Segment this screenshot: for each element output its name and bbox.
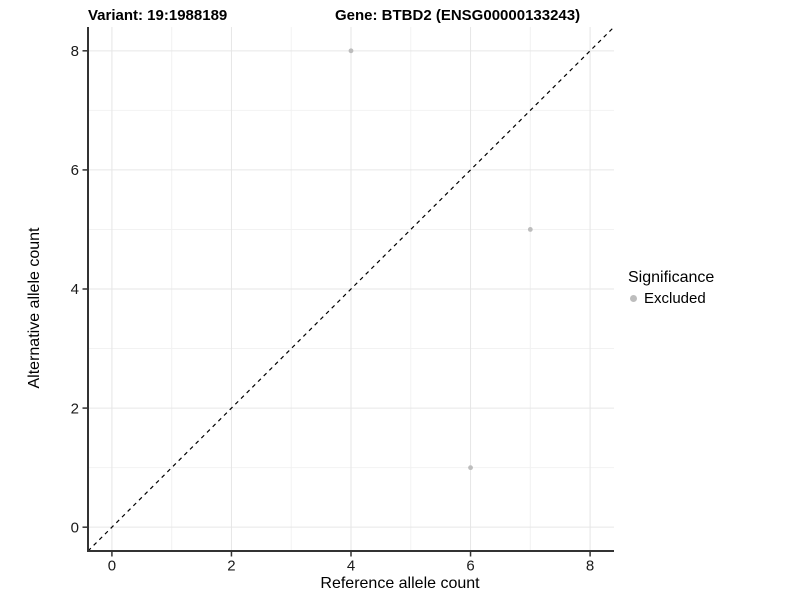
legend: Significance Excluded <box>628 269 714 307</box>
scatter-point <box>527 227 533 232</box>
y-tick-label: 0 <box>71 519 79 536</box>
x-tick-label: 2 <box>227 558 235 575</box>
identity-reference-line <box>87 26 615 552</box>
x-tick-label: 0 <box>108 558 116 575</box>
x-axis-title: Reference allele count <box>320 575 480 592</box>
x-tick-label: 8 <box>586 558 594 575</box>
legend-item-excluded: Excluded <box>628 290 714 307</box>
y-tick-label: 6 <box>71 162 79 179</box>
legend-item-label: Excluded <box>644 290 706 307</box>
variant-title: Variant: 19:1988189 <box>88 7 228 24</box>
gene-title: Gene: BTBD2 (ENSG00000133243) <box>335 7 581 24</box>
y-axis-title: Alternative allele count <box>26 227 43 389</box>
scatter-point <box>468 465 473 471</box>
excluded-point-swatch-icon <box>630 295 637 302</box>
y-tick-label: 8 <box>71 43 79 60</box>
x-tick-label: 6 <box>466 558 474 575</box>
y-tick-label: 4 <box>71 281 79 298</box>
y-tick-label: 2 <box>71 400 79 417</box>
scatter-point <box>348 48 354 54</box>
legend-title: Significance <box>628 269 715 286</box>
x-tick-label: 4 <box>347 558 355 575</box>
